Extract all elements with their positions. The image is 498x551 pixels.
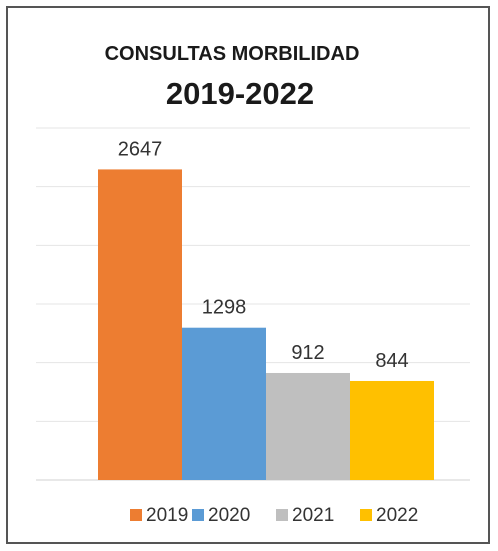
legend: 2019 2020 2021 2022 [130, 505, 418, 526]
legend-swatch-2022 [360, 509, 372, 521]
legend-swatch-2021 [276, 509, 288, 521]
legend-swatch-2019 [130, 509, 142, 521]
legend-label-2021: 2021 [292, 505, 334, 526]
data-labels: 2647 1298 912 844 [118, 138, 409, 372]
data-label-2022: 844 [375, 350, 408, 372]
bar-2019 [98, 169, 182, 480]
data-label-2019: 2647 [118, 138, 163, 160]
legend-label-2020: 2020 [208, 505, 250, 526]
legend-label-2019: 2019 [146, 505, 188, 526]
legend-swatch-2020 [192, 509, 204, 521]
bar-2021 [266, 372, 350, 480]
data-label-2021: 912 [291, 342, 324, 364]
bar-2020 [182, 327, 266, 480]
chart-subtitle: 2019-2022 [166, 76, 314, 111]
bar-2022 [350, 380, 434, 480]
legend-label-2022: 2022 [376, 505, 418, 526]
data-label-2020: 1298 [202, 297, 247, 319]
bars [98, 169, 434, 480]
chart-title: CONSULTAS MORBILIDAD [105, 43, 360, 65]
